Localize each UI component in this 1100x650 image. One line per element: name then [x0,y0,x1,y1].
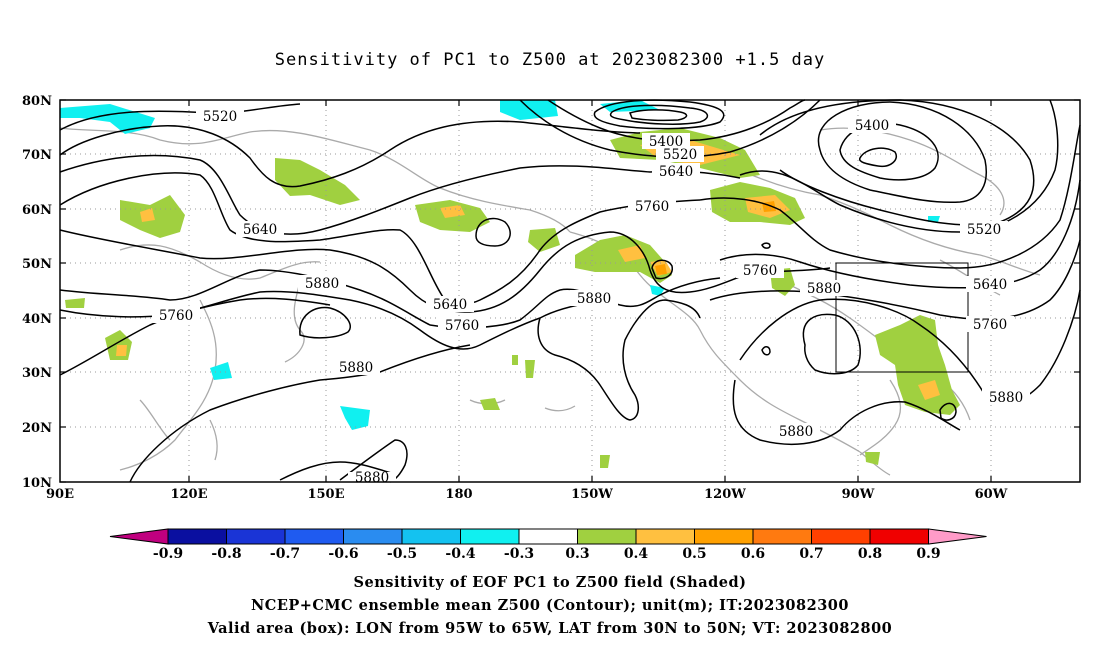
positive-patch-04 [618,245,645,262]
colorbar-label: -0.9 [153,546,183,562]
colorbar-label: -0.5 [387,546,417,562]
plot-frame [59,99,1081,483]
colorbar-label: 0.9 [916,546,940,562]
contour-label: 5520 [203,109,237,125]
contour-label: 5760 [635,199,669,215]
lat-tick-label: 30N [22,366,52,381]
caption-valid-area: Valid area (box): LON from 95W to 65W, L… [207,620,893,637]
lat-tick-label: 20N [22,421,52,436]
contour-label: 5880 [779,424,813,440]
lat-tick-label: 50N [22,257,52,272]
lon-tick-label: 120E [170,487,207,502]
colorbar-label: -0.3 [504,546,534,562]
positive-patch [525,360,535,378]
negative-patch [210,362,232,380]
contour-label: 5520 [967,222,1001,238]
contour-label: 5640 [433,297,467,313]
colorbar-label: 0.5 [682,546,706,562]
contour-label: 5760 [159,308,193,324]
positive-patch-04 [116,345,127,356]
contour-label: 5880 [807,281,841,297]
positive-patch [512,355,518,365]
lon-tick-label: 60W [975,487,1008,502]
colorbar-swatch [811,528,871,545]
negative-patch [500,100,558,120]
contour-label: 5640 [973,277,1007,293]
colorbar-swatch [518,528,578,545]
positive-patch [875,315,960,415]
positive-patch [600,455,610,468]
lon-tick-label: 150E [307,487,344,502]
contour-label: 5640 [243,222,277,238]
lon-tick-label: 180 [445,487,472,502]
positive-patch [865,452,880,465]
caption-contour: NCEP+CMC ensemble mean Z500 (Contour); u… [251,597,849,614]
lon-tick-label: 120W [704,487,746,502]
colorbar-swatch [869,528,929,545]
positive-patch-04 [440,205,465,218]
contour-label: 5880 [339,360,373,376]
negative-patch [340,406,370,430]
colorbar-label: 0.4 [624,546,649,562]
caption-shading: Sensitivity of EOF PC1 to Z500 field (Sh… [353,574,747,591]
colorbar-swatch [343,528,403,545]
contour-label: 5640 [659,164,693,180]
contour-label: 5760 [743,263,777,279]
colorbar-swatch [694,528,754,545]
colorbar-swatch [635,528,695,545]
positive-patch [65,298,85,308]
colorbar-label: -0.4 [445,546,475,562]
lon-axis: 90E 120E 150E 180 150W 120W 90W 60W [46,100,1008,502]
colorbar-swatch [167,528,227,545]
lon-tick-label: 90W [842,487,875,502]
colorbar-label: -0.6 [328,546,358,562]
colorbar-swatch [284,528,344,545]
colorbar-label: 0.8 [858,546,882,562]
colorbar-swatch [460,528,520,545]
colorbar-extend-low [109,528,169,545]
lat-tick-label: 60N [22,203,52,218]
lat-axis: 80N 70N 60N 50N 40N 30N 20N 10N [22,94,1080,491]
contour-label: 5760 [445,318,479,334]
lon-tick-label: 150W [571,487,613,502]
contour-label: 5880 [305,276,339,292]
positive-patch [528,228,560,252]
negative-patch [928,216,940,222]
lat-tick-label: 40N [22,312,52,327]
contour-label: 5760 [973,317,1007,333]
colorbar-label: 0.6 [741,546,765,562]
colorbar: -0.9 -0.8 -0.7 -0.6 -0.5 -0.4 -0.3 0.3 0.4 0.5 0.6… [109,528,987,562]
colorbar-label: 0.7 [799,546,823,562]
positive-patch-05 [655,264,667,275]
colorbar-swatch [401,528,461,545]
colorbar-label: -0.7 [270,546,300,562]
contour-label: 5400 [855,118,889,134]
positive-patch-04 [140,208,155,222]
positive-patch [480,398,500,410]
contour-label: 5520 [663,147,697,163]
contour-label: 5880 [355,470,389,486]
lon-tick-label: 90E [46,487,74,502]
contour-label: 5880 [989,390,1023,406]
colorbar-label: -0.8 [211,546,241,562]
lat-tick-label: 70N [22,148,52,163]
contour-label: 5880 [577,291,611,307]
colorbar-swatch [226,528,286,545]
colorbar-extend-high [928,528,987,545]
colorbar-swatch [752,528,812,545]
lat-tick-label: 80N [22,94,52,109]
contour-labels: 5520 5400 5520 5640 5400 5760 5640 5520 … [152,108,1030,486]
colorbar-label: 0.3 [565,546,589,562]
positive-patch-04 [918,380,940,400]
colorbar-swatch [577,528,637,545]
page-title: Sensitivity of PC1 to Z500 at 2023082300… [274,50,826,70]
lat-tick-label: 10N [22,476,52,491]
